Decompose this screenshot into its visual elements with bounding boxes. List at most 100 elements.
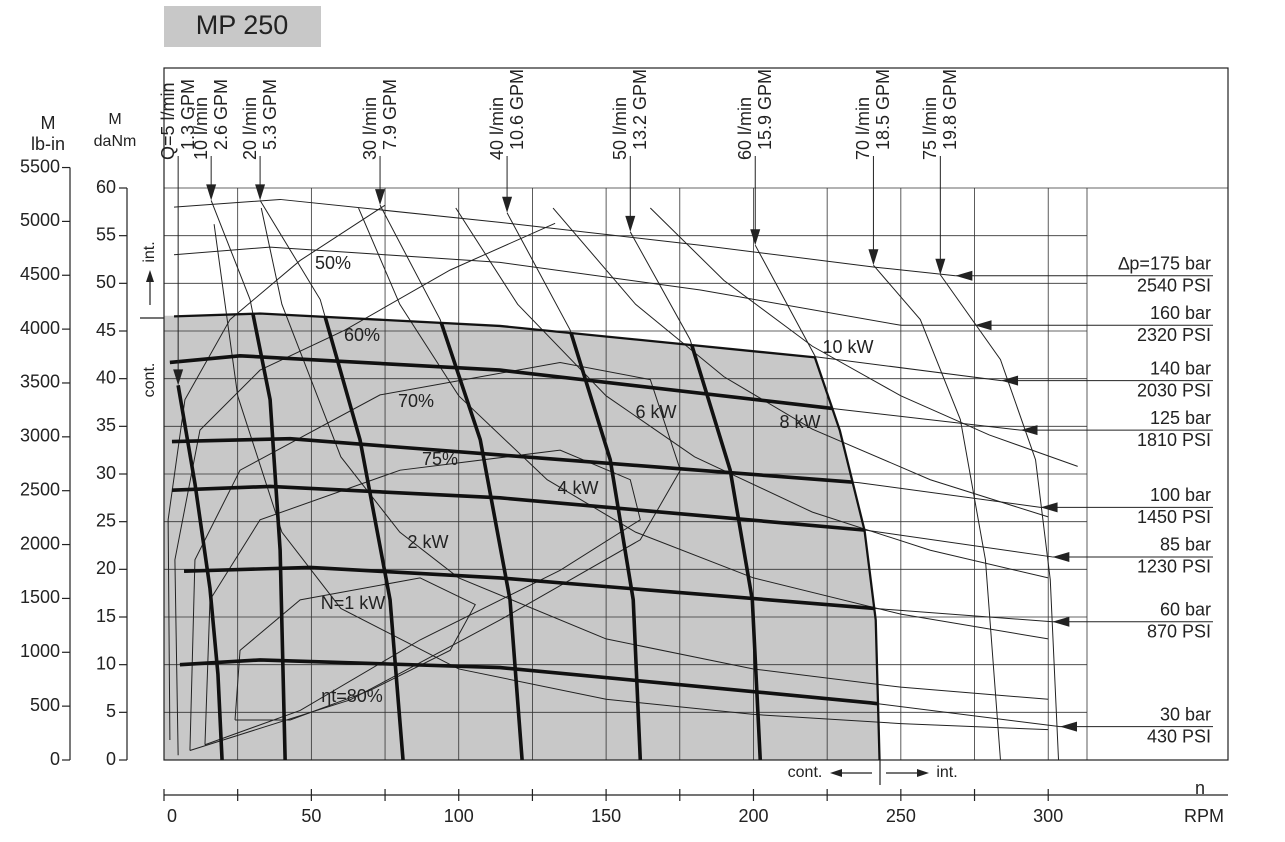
flow-gpm-label: 13.2 GPM <box>630 69 650 150</box>
pressure-label: 85 bar <box>1160 535 1211 555</box>
efficiency-label: 50% <box>315 253 351 273</box>
pressure-curve <box>173 246 975 326</box>
pressure-curve-continuous <box>183 565 881 624</box>
y-tick-label: 0 <box>106 749 116 769</box>
flow-label: 70 l/min <box>853 97 873 160</box>
flow-arrow-head <box>375 189 386 206</box>
flow-arrow-head <box>750 229 761 246</box>
flow-arrow-head <box>173 369 184 386</box>
y-tick-label: 40 <box>96 367 116 387</box>
y2-tick-label: 0 <box>50 749 60 769</box>
power-label: N=1 kW <box>321 593 386 613</box>
flow-curve-continuous <box>209 312 287 760</box>
efficiency-curve <box>174 222 556 756</box>
flow-gpm-label: 7.9 GPM <box>380 79 400 150</box>
y-axis-label: M <box>108 111 121 128</box>
int-label: int. <box>936 764 957 781</box>
power-curve <box>455 207 1049 579</box>
flow-curve-continuous <box>940 275 1058 760</box>
flow-label: 60 l/min <box>735 97 755 160</box>
power-curve <box>552 207 1049 518</box>
pressure-curve-continuous <box>169 353 881 432</box>
pressure-label: ∆p=175 bar <box>1118 253 1211 273</box>
cont-label: cont. <box>141 363 158 398</box>
pressure-psi-label: 1450 PSI <box>1137 507 1211 527</box>
y2-tick-label: 3500 <box>20 372 60 392</box>
efficiency-label: 60% <box>344 325 380 345</box>
flow-label: 30 l/min <box>360 97 380 160</box>
power-label: 4 kW <box>557 478 598 498</box>
flow-arrow-head <box>625 215 636 232</box>
flow-gpm-label: 15.9 GPM <box>755 69 775 150</box>
power-label: 2 kW <box>407 532 448 552</box>
int-arrow-head <box>146 270 154 282</box>
int-arrow-head <box>917 769 929 777</box>
y-tick-label: 15 <box>96 606 116 626</box>
pressure-label: 60 bar <box>1160 600 1211 620</box>
x-tick-label: 300 <box>1033 806 1063 826</box>
flow-arrow-head <box>206 184 217 201</box>
power-curve <box>649 207 1078 467</box>
y-tick-label: 5 <box>106 701 116 721</box>
flow-gpm-label: 2.6 GPM <box>211 79 231 150</box>
pressure-label: 140 bar <box>1150 358 1211 378</box>
y2-axis-label: M <box>41 113 56 133</box>
y-tick-label: 35 <box>96 415 116 435</box>
efficiency-label: 70% <box>398 391 434 411</box>
y2-tick-label: 4000 <box>20 318 60 338</box>
flow-arrow-head <box>868 249 879 266</box>
y2-tick-label: 5000 <box>20 210 60 230</box>
cont-arrow-head <box>830 769 842 777</box>
y-tick-label: 10 <box>96 653 116 673</box>
power-label: 8 kW <box>779 412 820 432</box>
x-tick-label: 100 <box>444 806 474 826</box>
pressure-psi-label: 2320 PSI <box>1137 325 1211 345</box>
y2-tick-label: 2000 <box>20 533 60 553</box>
power-label: 10 kW <box>822 337 873 357</box>
power-label: 6 kW <box>635 402 676 422</box>
pressure-arrow-head <box>1060 721 1077 732</box>
pressure-psi-label: 2540 PSI <box>1137 275 1211 295</box>
pressure-arrow-head <box>1040 502 1058 513</box>
x-tick-label: 150 <box>591 806 621 826</box>
y-tick-label: 45 <box>96 320 116 340</box>
pressure-curve-continuous <box>174 199 955 275</box>
pressure-arrow-head <box>955 270 973 281</box>
continuous-region <box>164 312 881 760</box>
plot-frame <box>163 67 1229 761</box>
y2-tick-label: 5500 <box>20 156 60 176</box>
int-label: int. <box>141 241 158 262</box>
pressure-label: 30 bar <box>1160 704 1211 724</box>
pressure-arrow-head <box>974 320 992 331</box>
y2-tick-label: 4500 <box>20 264 60 284</box>
flow-curve-continuous <box>176 385 224 760</box>
flow-gpm-label: 5.3 GPM <box>260 79 280 150</box>
y2-tick-label: 3000 <box>20 426 60 446</box>
flow-gpm-label: 19.8 GPM <box>940 69 960 150</box>
y-tick-label: 30 <box>96 463 116 483</box>
flow-gpm-label: 18.5 GPM <box>873 69 893 150</box>
pressure-curve <box>173 198 956 277</box>
pressure-psi-label: 2030 PSI <box>1137 380 1211 400</box>
pressure-curve-continuous <box>173 312 881 328</box>
x-tick-label: 200 <box>738 806 768 826</box>
flow-curve-continuous <box>258 312 405 760</box>
y-axis-unit: daNm <box>94 133 137 150</box>
chart-title: MP 250 <box>196 10 289 40</box>
y-tick-label: 55 <box>96 224 116 244</box>
flow-label: 75 l/min <box>920 97 940 160</box>
flow-curve <box>939 274 1060 760</box>
flow-label: Q=5 l/min <box>158 82 178 160</box>
pressure-curve-continuous <box>171 436 881 510</box>
y2-tick-label: 1000 <box>20 641 60 661</box>
efficiency-label: ηt=80% <box>321 686 383 706</box>
efficiency-curve <box>189 361 681 751</box>
x-tick-label: 0 <box>167 806 177 826</box>
pressure-psi-label: 1230 PSI <box>1137 557 1211 577</box>
flow-arrow-head <box>502 196 513 213</box>
flow-gpm-label: 10.6 GPM <box>507 69 527 150</box>
power-curve <box>260 207 1049 700</box>
pressure-arrow-head <box>1052 616 1070 627</box>
